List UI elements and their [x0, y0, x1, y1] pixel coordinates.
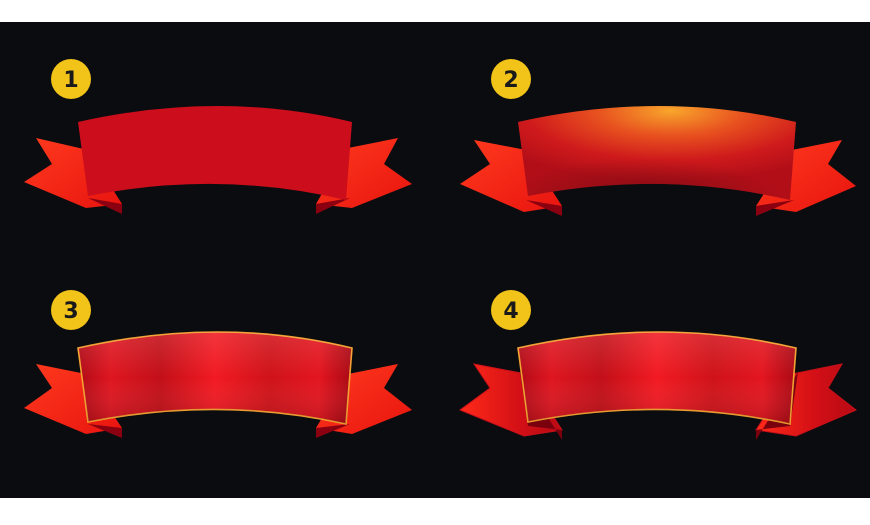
left-tail-fold: [88, 424, 122, 438]
ribbon-3: 3: [24, 290, 412, 438]
badge-3: 3: [51, 290, 91, 330]
badge-4: 4: [491, 290, 531, 330]
badge-number: 2: [503, 68, 518, 93]
badge-number: 3: [63, 299, 78, 324]
left-tail-fold: [526, 200, 562, 216]
ribbon-band: [78, 106, 352, 200]
ribbon-band-sheen: [78, 332, 352, 424]
badge-circle: [491, 59, 531, 99]
artboard: 1 2 3: [0, 22, 870, 498]
ribbon-band-shadow: [518, 106, 796, 200]
badge-number: 4: [503, 299, 518, 324]
badge-circle: [51, 290, 91, 330]
badge-number: 1: [63, 68, 78, 93]
badge-circle: [51, 59, 91, 99]
badge-circle: [491, 290, 531, 330]
right-tail-fold: [316, 198, 350, 214]
left-tail-fold: [88, 198, 122, 214]
ribbon-artboard: 1 2 3: [24, 59, 857, 440]
ribbon-1: 1: [24, 59, 412, 214]
ribbon-2: 2: [460, 59, 856, 216]
badge-2: 2: [491, 59, 531, 99]
right-tail-fold: [316, 424, 350, 438]
badge-1: 1: [51, 59, 91, 99]
right-tail-fold: [756, 200, 794, 216]
ribbon-band-sheen: [518, 332, 796, 424]
ribbon-4: 4: [458, 290, 857, 440]
